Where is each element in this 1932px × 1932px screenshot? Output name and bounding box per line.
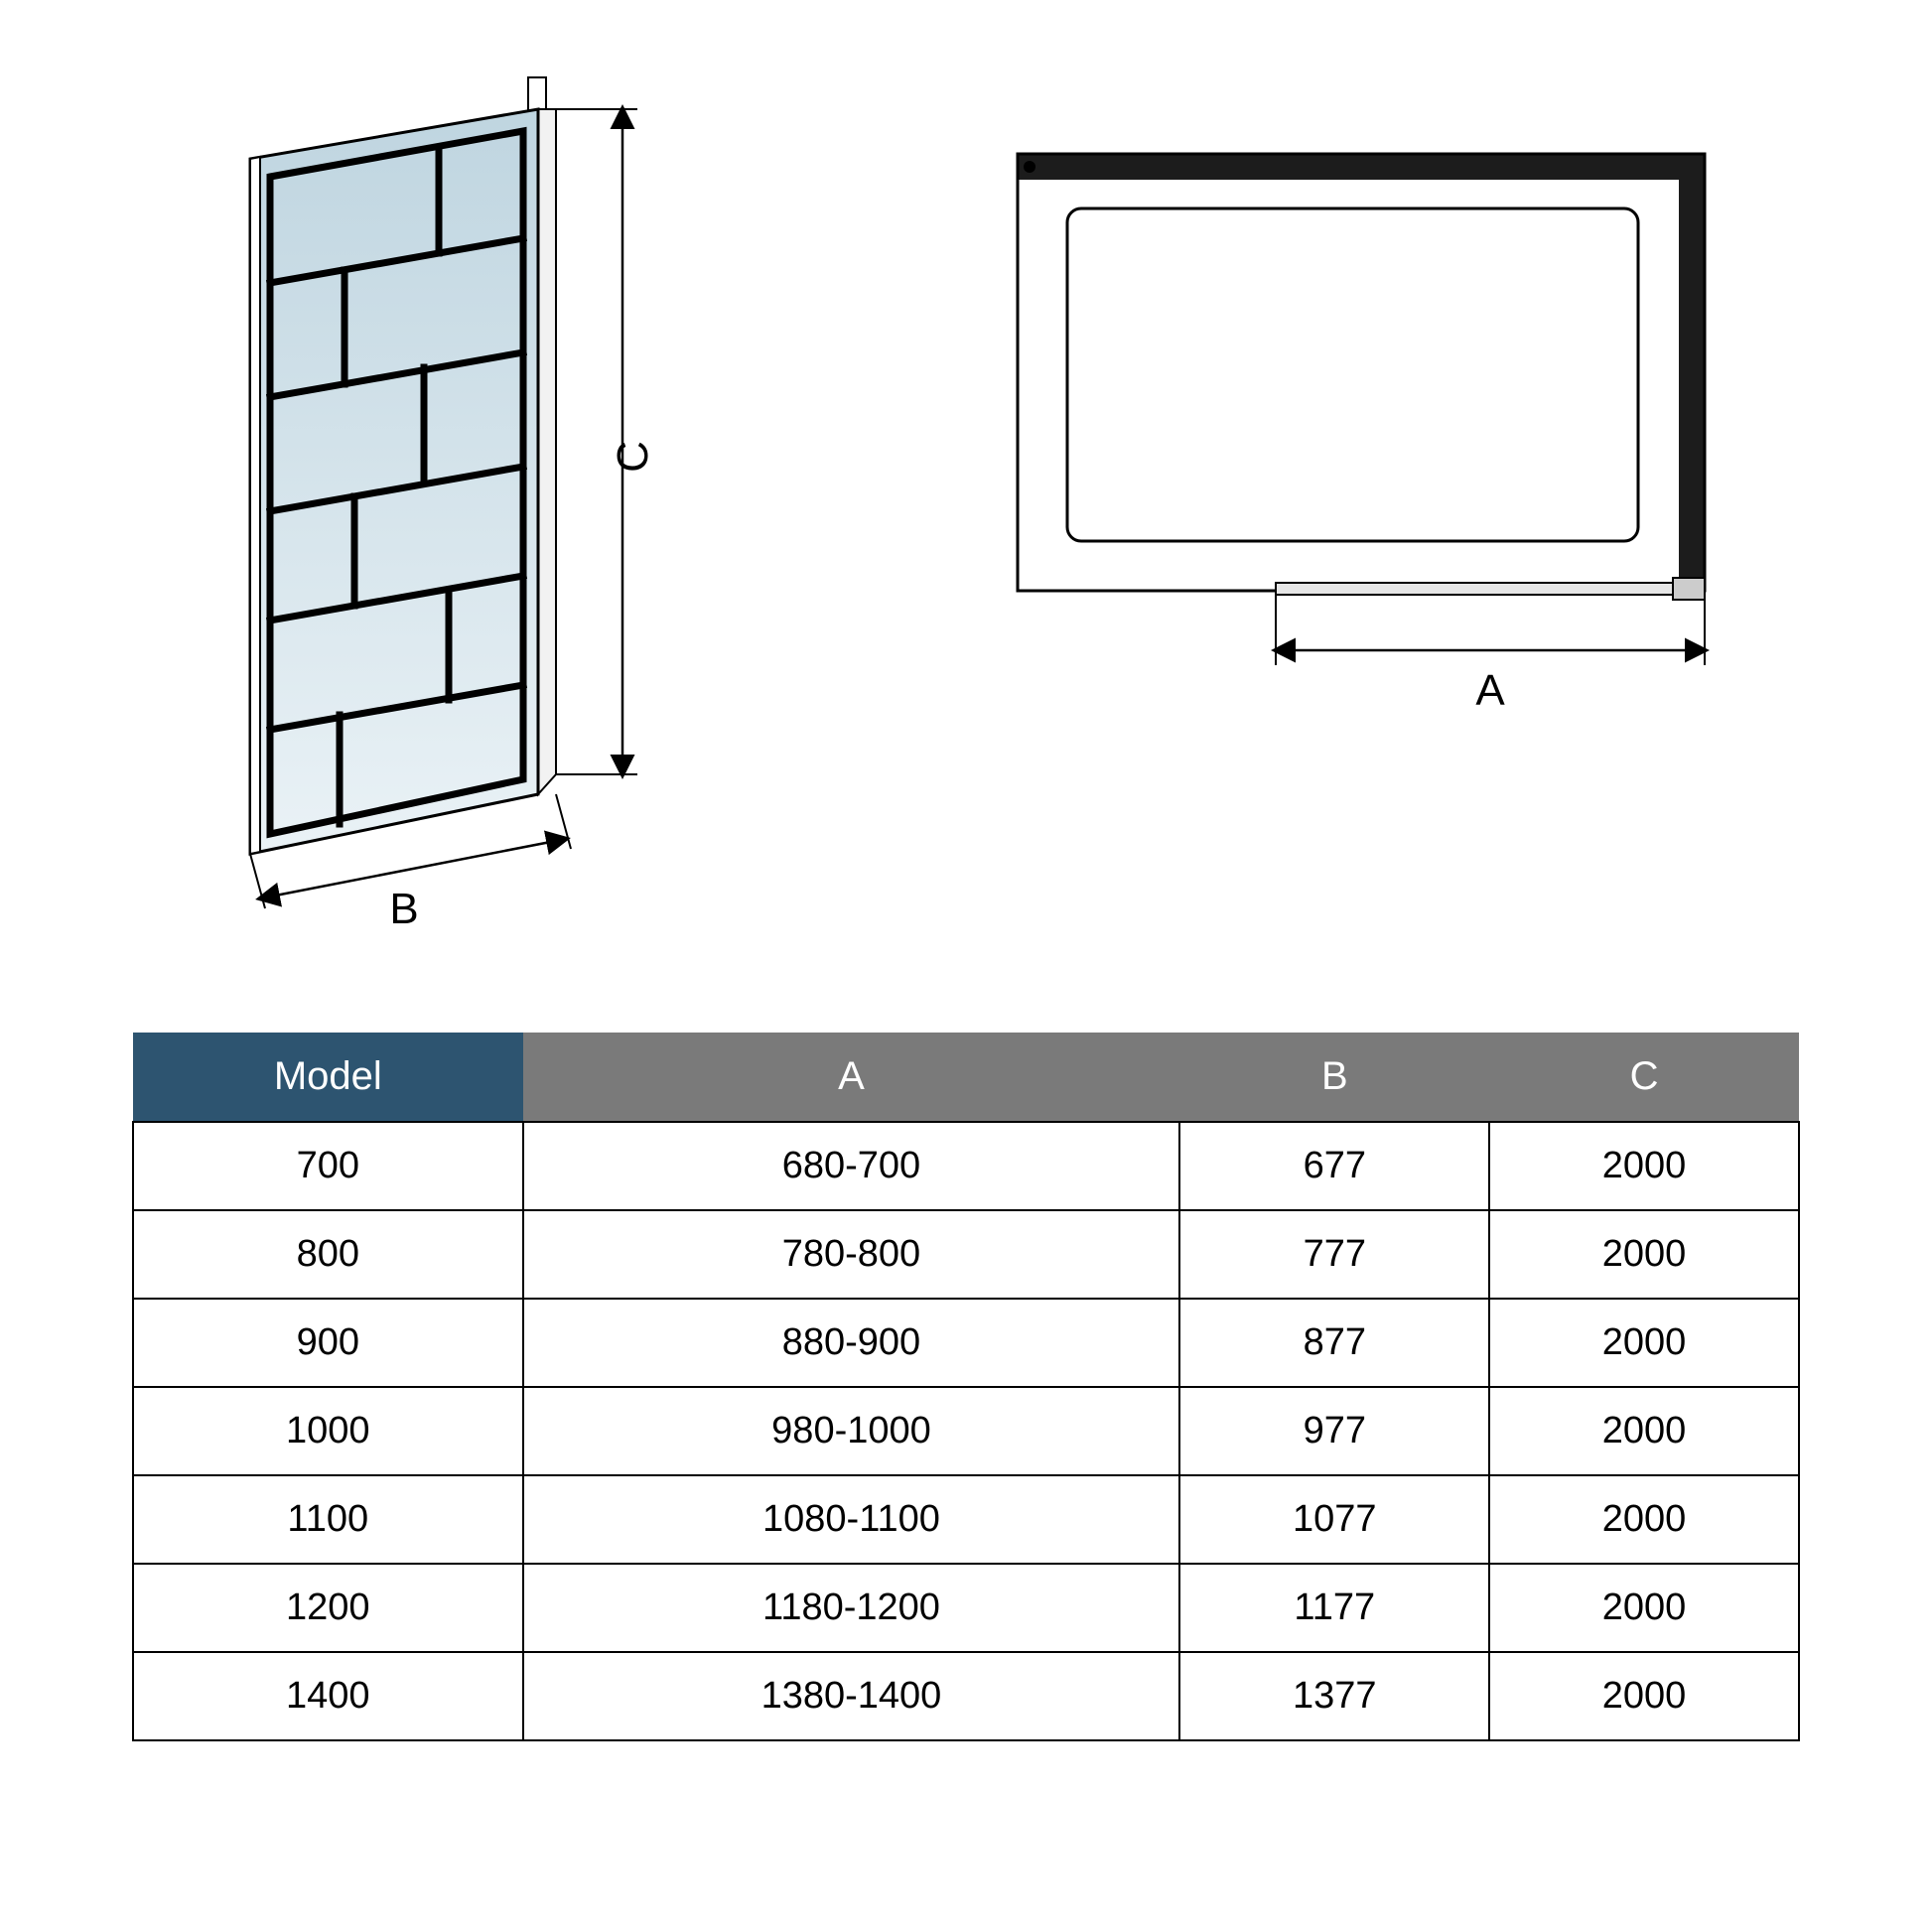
table-cell: 1400	[133, 1652, 522, 1740]
table-cell: 900	[133, 1299, 522, 1387]
table-cell: 2000	[1489, 1564, 1799, 1652]
table-cell: 677	[1179, 1122, 1489, 1210]
topview-diagram: A	[958, 60, 1752, 755]
table-cell: 800	[133, 1210, 522, 1299]
table-cell: 1100	[133, 1475, 522, 1564]
diagrams-row: C B	[60, 60, 1872, 933]
table-cell: 1380-1400	[523, 1652, 1180, 1740]
table-cell: 777	[1179, 1210, 1489, 1299]
dim-label-a: A	[1475, 666, 1505, 715]
table-cell: 880-900	[523, 1299, 1180, 1387]
table-cell: 2000	[1489, 1122, 1799, 1210]
table-cell: 1000	[133, 1387, 522, 1475]
table-cell: 977	[1179, 1387, 1489, 1475]
table-cell: 700	[133, 1122, 522, 1210]
table-cell: 1080-1100	[523, 1475, 1180, 1564]
table-cell: 780-800	[523, 1210, 1180, 1299]
dim-label-c: C	[609, 441, 657, 473]
col-header-model: Model	[133, 1033, 522, 1122]
table-cell: 2000	[1489, 1387, 1799, 1475]
table-cell: 1377	[1179, 1652, 1489, 1740]
table-row: 700680-7006772000	[133, 1122, 1799, 1210]
table-row: 800780-8007772000	[133, 1210, 1799, 1299]
table-row: 11001080-110010772000	[133, 1475, 1799, 1564]
table-row: 1000980-10009772000	[133, 1387, 1799, 1475]
table-cell: 2000	[1489, 1299, 1799, 1387]
table-cell: 1180-1200	[523, 1564, 1180, 1652]
dimensions-table: Model A B C 700680-7006772000800780-8007…	[132, 1033, 1800, 1741]
col-header-a: A	[523, 1033, 1180, 1122]
table-header-row: Model A B C	[133, 1033, 1799, 1122]
table-cell: 1077	[1179, 1475, 1489, 1564]
dim-label-b: B	[389, 885, 418, 933]
table-row: 14001380-140013772000	[133, 1652, 1799, 1740]
panel-diagram: C B	[181, 60, 796, 933]
col-header-c: C	[1489, 1033, 1799, 1122]
table-cell: 2000	[1489, 1475, 1799, 1564]
table-cell: 877	[1179, 1299, 1489, 1387]
table-cell: 1200	[133, 1564, 522, 1652]
table-cell: 2000	[1489, 1210, 1799, 1299]
table-body: 700680-7006772000800780-8007772000900880…	[133, 1122, 1799, 1740]
table-row: 900880-9008772000	[133, 1299, 1799, 1387]
table-cell: 2000	[1489, 1652, 1799, 1740]
table-cell: 1177	[1179, 1564, 1489, 1652]
table-row: 12001180-120011772000	[133, 1564, 1799, 1652]
col-header-b: B	[1179, 1033, 1489, 1122]
table-cell: 680-700	[523, 1122, 1180, 1210]
table-cell: 980-1000	[523, 1387, 1180, 1475]
